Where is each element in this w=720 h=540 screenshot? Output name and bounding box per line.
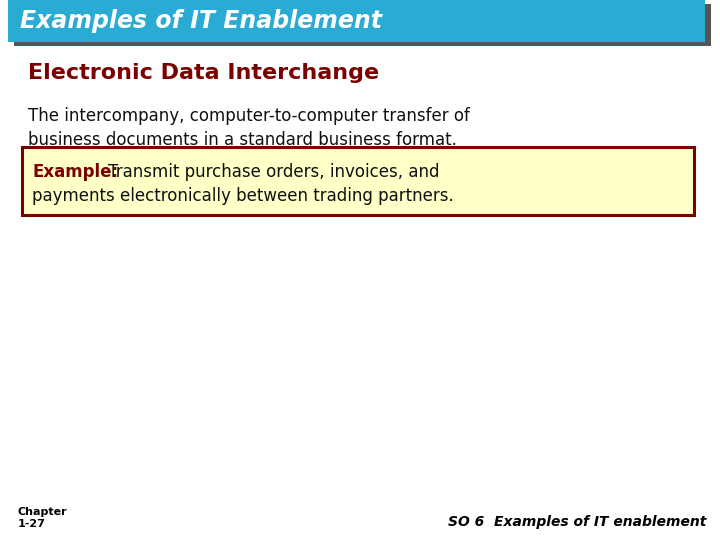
Text: The intercompany, computer-to-computer transfer of: The intercompany, computer-to-computer t… [28, 107, 470, 125]
Text: Example:: Example: [32, 163, 118, 181]
Text: 1-27: 1-27 [18, 519, 46, 529]
FancyBboxPatch shape [8, 0, 705, 42]
Text: Transmit purchase orders, invoices, and: Transmit purchase orders, invoices, and [108, 163, 439, 181]
Text: SO 6  Examples of IT enablement: SO 6 Examples of IT enablement [448, 515, 706, 529]
Text: business documents in a standard business format.: business documents in a standard busines… [28, 131, 457, 149]
FancyBboxPatch shape [22, 147, 694, 215]
Text: payments electronically between trading partners.: payments electronically between trading … [32, 187, 454, 205]
Text: Electronic Data Interchange: Electronic Data Interchange [28, 63, 379, 83]
Text: Examples of IT Enablement: Examples of IT Enablement [20, 9, 382, 33]
Text: Chapter: Chapter [18, 507, 68, 517]
FancyBboxPatch shape [14, 4, 711, 46]
